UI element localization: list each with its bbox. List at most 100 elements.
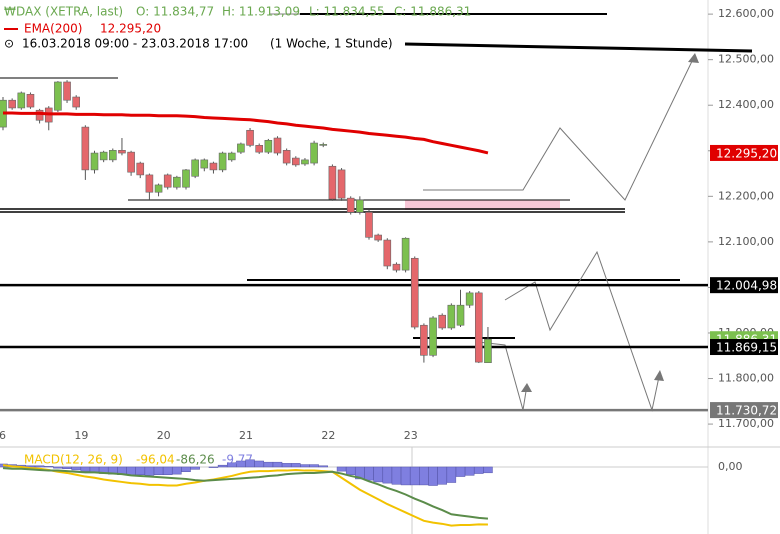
candle-body (291, 157, 300, 166)
histogram-bar (291, 463, 301, 468)
candle-body (136, 162, 145, 176)
candle-body (346, 197, 355, 213)
candle-body (447, 304, 456, 329)
macd-line (2, 464, 488, 527)
level-label: 12.004,98 (716, 279, 777, 293)
macd-value: -96,04 (136, 453, 175, 467)
date-range: 16.03.2018 09:00 - 23.03.2018 17:00 (22, 37, 248, 51)
histogram-bar (464, 466, 475, 476)
candle-body (191, 159, 199, 177)
ohlc-label: O: 11.834,77 (136, 5, 214, 19)
candle-body (392, 263, 401, 271)
ema-line (3, 111, 489, 155)
candle-body (401, 237, 410, 271)
level-box (710, 402, 778, 419)
histogram-bar (263, 461, 274, 468)
candle-body (273, 137, 282, 154)
arrow (521, 383, 532, 392)
macd-value: -86,26 (176, 453, 215, 467)
candle-body (54, 81, 62, 111)
candle-body (154, 184, 163, 193)
candle-body (328, 165, 337, 200)
candle-body (72, 96, 80, 108)
candle-body (264, 139, 273, 153)
candle-body (383, 239, 392, 267)
histogram-bar (144, 466, 155, 476)
y-tick-label: 12.200,00 (718, 189, 774, 202)
y-tick-label: 11.800,00 (718, 372, 774, 385)
level-box (710, 339, 778, 356)
candle-body (200, 159, 209, 169)
histogram-bar (172, 466, 182, 475)
x-tick-label: 21 (239, 429, 253, 442)
ohlc-label: L: 11.834,55 (309, 5, 385, 19)
x-tick-label: 6 (0, 429, 6, 442)
y-tick-label: 12.600,00 (718, 7, 774, 20)
candle-body (282, 150, 291, 164)
period: (1 Woche, 1 Stunde) (270, 37, 393, 51)
candle-body (301, 159, 309, 165)
level-label: 11.730,72 (716, 404, 777, 418)
macd-title: MACD(12, 26, 9) (24, 453, 123, 467)
candle-body (81, 126, 90, 171)
histogram-bar (400, 466, 411, 486)
candle-body (218, 152, 227, 171)
histogram-bar (455, 466, 466, 477)
candle-body (410, 257, 419, 328)
arrow (654, 370, 664, 381)
zone (405, 200, 560, 210)
candle-body (109, 150, 117, 161)
candle-body (99, 151, 108, 161)
histogram-bar (382, 466, 393, 484)
candle-body (209, 162, 218, 171)
y-tick-label: 11.700,00 (718, 417, 774, 430)
candle-body (17, 92, 26, 109)
candle-body (374, 234, 382, 241)
x-tick-label: 23 (404, 429, 418, 442)
candle-body (420, 324, 428, 356)
y-tick-label: 0,00 (718, 460, 743, 473)
candle-body (237, 143, 245, 153)
histogram-bar (208, 466, 219, 468)
legend-value: 12.295,20 (100, 22, 161, 36)
histogram-bar (162, 466, 173, 475)
candle-body (365, 211, 373, 238)
y-tick-label: 12.500,00 (718, 53, 774, 66)
histogram-bar (190, 466, 200, 470)
histogram-bar (254, 460, 264, 468)
drawing-line (404, 42, 753, 53)
histogram-bar (44, 466, 54, 468)
candle-body (227, 152, 236, 161)
histogram-bar (62, 466, 72, 470)
candle-body (465, 292, 474, 306)
candle-body (173, 176, 181, 188)
x-tick-label: 22 (321, 429, 335, 442)
histogram-bar (345, 466, 356, 475)
histogram-bar (281, 463, 292, 468)
y-tick-label: 12.400,00 (718, 98, 774, 111)
candle-body (255, 145, 263, 153)
candle-body (456, 304, 465, 326)
histogram-bar (373, 466, 383, 483)
candle-body (118, 150, 126, 154)
histogram-bar (419, 466, 429, 486)
histogram-bar (53, 466, 63, 469)
histogram-bar (318, 465, 328, 468)
candle-body (319, 144, 328, 146)
histogram-bar (391, 466, 402, 485)
candle-body (145, 174, 154, 193)
macd-line (2, 467, 489, 520)
candle-body (484, 338, 492, 363)
histogram-bar (364, 466, 374, 481)
candle-body (182, 169, 190, 188)
x-tick-label: 20 (157, 429, 171, 442)
histogram-bar (300, 464, 310, 468)
candle-body (310, 142, 318, 164)
projection (423, 54, 696, 201)
x-tick-label: 19 (74, 429, 88, 442)
candle-body (429, 317, 437, 356)
candle-body (35, 109, 44, 121)
candle-body (63, 81, 71, 101)
